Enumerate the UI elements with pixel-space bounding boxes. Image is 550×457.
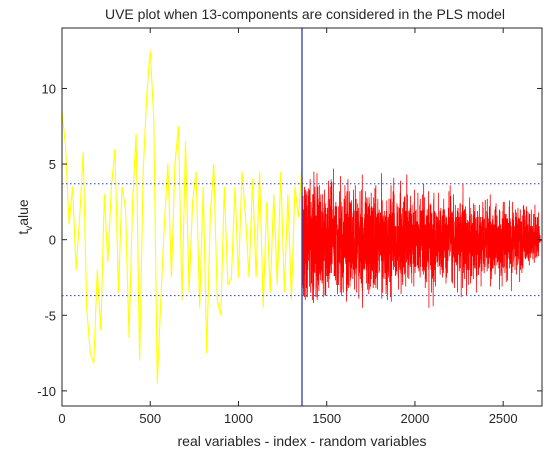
series-random-variables xyxy=(301,168,542,308)
y-ticks: -10 -5 0 5 10 xyxy=(37,81,542,399)
x-tick-label: 1500 xyxy=(312,411,341,426)
y-tick-label: 5 xyxy=(49,157,56,172)
reference-lines xyxy=(62,28,542,406)
y-axis-label-main: t xyxy=(15,231,31,235)
y-tick-label: -5 xyxy=(44,308,56,323)
x-tick-label: 2500 xyxy=(489,411,518,426)
y-axis-label: tvalue xyxy=(15,199,35,235)
x-tick-label: 2000 xyxy=(400,411,429,426)
series-layer xyxy=(62,50,542,384)
y-tick-label: -10 xyxy=(37,384,56,399)
y-axis-label-subscript: v xyxy=(24,226,35,231)
x-tick-label: 500 xyxy=(139,411,161,426)
series-real-variables xyxy=(62,50,303,384)
x-tick-label: 1000 xyxy=(224,411,253,426)
x-axis-label: real variables - index - random variable… xyxy=(178,433,427,449)
plot-frame xyxy=(61,27,543,407)
y-tick-label: 10 xyxy=(42,81,56,96)
y-axis-label-rest: alue xyxy=(15,199,31,226)
y-tick-label: 0 xyxy=(49,233,56,248)
x-tick-label: 0 xyxy=(58,411,65,426)
chart-title: UVE plot when 13-components are consider… xyxy=(105,6,505,22)
x-ticks: 0 500 1000 1500 2000 2500 xyxy=(58,28,518,426)
